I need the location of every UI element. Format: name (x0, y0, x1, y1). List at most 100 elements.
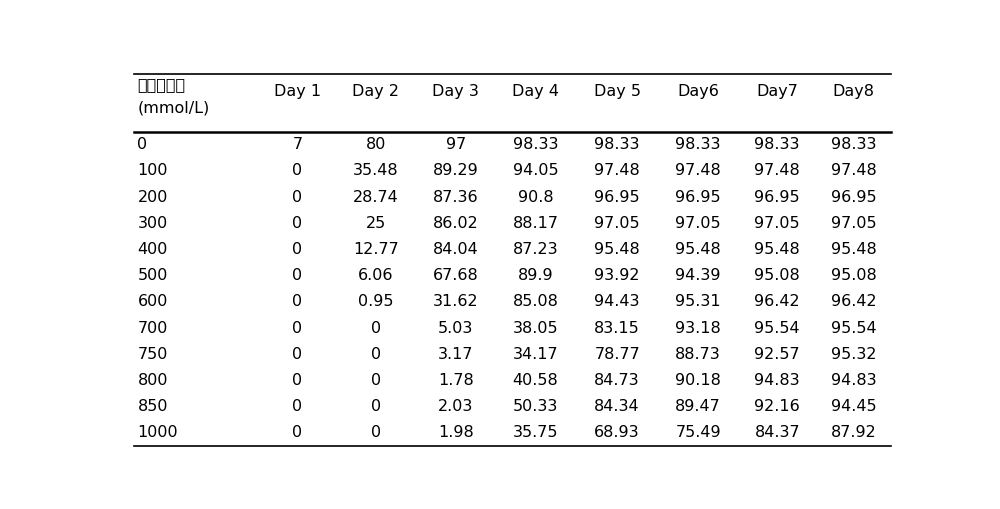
Text: 95.48: 95.48 (754, 242, 800, 257)
Text: 850: 850 (137, 399, 168, 414)
Text: Day 1: Day 1 (274, 84, 321, 99)
Text: 96.42: 96.42 (831, 294, 877, 309)
Text: 94.83: 94.83 (831, 373, 877, 388)
Text: 97.05: 97.05 (675, 216, 721, 231)
Text: 97.48: 97.48 (594, 163, 640, 179)
Text: 1000: 1000 (137, 426, 178, 440)
Text: 94.39: 94.39 (675, 268, 721, 283)
Text: 0: 0 (371, 373, 381, 388)
Text: 400: 400 (137, 242, 168, 257)
Text: 89.9: 89.9 (518, 268, 553, 283)
Text: 87.36: 87.36 (433, 190, 479, 205)
Text: 0: 0 (292, 216, 302, 231)
Text: 67.68: 67.68 (433, 268, 479, 283)
Text: 89.29: 89.29 (433, 163, 479, 179)
Text: Day6: Day6 (677, 84, 719, 99)
Text: 95.48: 95.48 (675, 242, 721, 257)
Text: 0: 0 (292, 242, 302, 257)
Text: 93.92: 93.92 (594, 268, 640, 283)
Text: 84.73: 84.73 (594, 373, 640, 388)
Text: 25: 25 (366, 216, 386, 231)
Text: 0: 0 (292, 294, 302, 309)
Text: 0: 0 (371, 399, 381, 414)
Text: 28.74: 28.74 (353, 190, 399, 205)
Text: 0: 0 (292, 347, 302, 362)
Text: 95.48: 95.48 (831, 242, 877, 257)
Text: 98.33: 98.33 (754, 137, 800, 152)
Text: 98.33: 98.33 (675, 137, 721, 152)
Text: 96.42: 96.42 (754, 294, 800, 309)
Text: 97.05: 97.05 (754, 216, 800, 231)
Text: 0: 0 (292, 190, 302, 205)
Text: 0.95: 0.95 (358, 294, 394, 309)
Text: 75.49: 75.49 (675, 426, 721, 440)
Text: Day 2: Day 2 (352, 84, 399, 99)
Text: 92.57: 92.57 (754, 347, 800, 362)
Text: 35.48: 35.48 (353, 163, 399, 179)
Text: 2.03: 2.03 (438, 399, 473, 414)
Text: 0: 0 (292, 373, 302, 388)
Text: 90.18: 90.18 (675, 373, 721, 388)
Text: 88.17: 88.17 (513, 216, 559, 231)
Text: 94.45: 94.45 (831, 399, 877, 414)
Text: 0: 0 (371, 426, 381, 440)
Text: 300: 300 (137, 216, 168, 231)
Text: Day 3: Day 3 (432, 84, 479, 99)
Text: 34.17: 34.17 (513, 347, 558, 362)
Text: 96.95: 96.95 (594, 190, 640, 205)
Text: 200: 200 (137, 190, 168, 205)
Text: 0: 0 (292, 163, 302, 179)
Text: 500: 500 (137, 268, 168, 283)
Text: 95.08: 95.08 (754, 268, 800, 283)
Text: 85.08: 85.08 (513, 294, 559, 309)
Text: 87.23: 87.23 (513, 242, 558, 257)
Text: 50.33: 50.33 (513, 399, 558, 414)
Text: 750: 750 (137, 347, 168, 362)
Text: 800: 800 (137, 373, 168, 388)
Text: 31.62: 31.62 (433, 294, 479, 309)
Text: 0: 0 (292, 426, 302, 440)
Text: 88.73: 88.73 (675, 347, 721, 362)
Text: 0: 0 (137, 137, 148, 152)
Text: 0: 0 (292, 321, 302, 335)
Text: 87.92: 87.92 (831, 426, 877, 440)
Text: 97: 97 (446, 137, 466, 152)
Text: 93.18: 93.18 (675, 321, 721, 335)
Text: Day 5: Day 5 (594, 84, 641, 99)
Text: 98.33: 98.33 (513, 137, 558, 152)
Text: 40.58: 40.58 (513, 373, 558, 388)
Text: 95.54: 95.54 (831, 321, 877, 335)
Text: 7: 7 (292, 137, 302, 152)
Text: 100: 100 (137, 163, 168, 179)
Text: 95.31: 95.31 (675, 294, 721, 309)
Text: 700: 700 (137, 321, 168, 335)
Text: 94.83: 94.83 (754, 373, 800, 388)
Text: 96.95: 96.95 (754, 190, 800, 205)
Text: 95.32: 95.32 (831, 347, 876, 362)
Text: 0: 0 (292, 399, 302, 414)
Text: 92.16: 92.16 (754, 399, 800, 414)
Text: 84.34: 84.34 (594, 399, 640, 414)
Text: 97.05: 97.05 (594, 216, 640, 231)
Text: 78.77: 78.77 (594, 347, 640, 362)
Text: 1.98: 1.98 (438, 426, 474, 440)
Text: Day8: Day8 (833, 84, 875, 99)
Text: 94.43: 94.43 (594, 294, 640, 309)
Text: 5.03: 5.03 (438, 321, 473, 335)
Text: 95.48: 95.48 (594, 242, 640, 257)
Text: 96.95: 96.95 (675, 190, 721, 205)
Text: 83.15: 83.15 (594, 321, 640, 335)
Text: (mmol/L): (mmol/L) (137, 101, 210, 116)
Text: 0: 0 (371, 321, 381, 335)
Text: 84.37: 84.37 (754, 426, 800, 440)
Text: 84.04: 84.04 (433, 242, 479, 257)
Text: 95.54: 95.54 (754, 321, 800, 335)
Text: 89.47: 89.47 (675, 399, 721, 414)
Text: 95.08: 95.08 (831, 268, 877, 283)
Text: 38.05: 38.05 (513, 321, 558, 335)
Text: 3.17: 3.17 (438, 347, 474, 362)
Text: 6.06: 6.06 (358, 268, 394, 283)
Text: 80: 80 (366, 137, 386, 152)
Text: 600: 600 (137, 294, 168, 309)
Text: 12.77: 12.77 (353, 242, 399, 257)
